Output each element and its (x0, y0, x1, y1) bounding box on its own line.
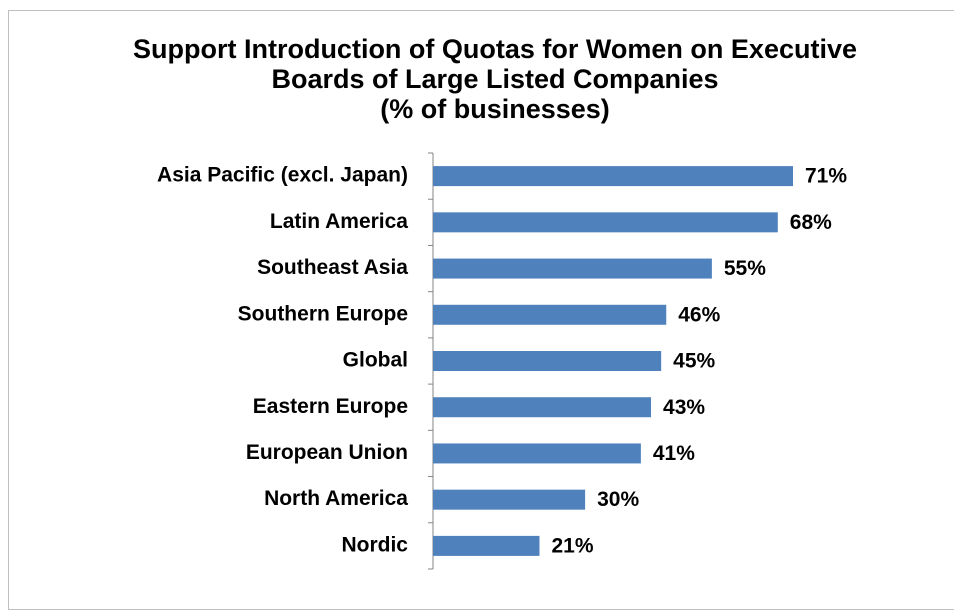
value-label: 71% (805, 165, 847, 188)
bar (433, 258, 712, 279)
bar (433, 212, 778, 233)
chart-title: Support Introduction of Quotas for Women… (132, 34, 857, 94)
category-label: Global (343, 349, 408, 372)
value-label: 43% (663, 396, 705, 419)
category-label: Nordic (341, 533, 408, 556)
bar (433, 166, 793, 187)
bar (433, 535, 540, 556)
bar (433, 443, 641, 464)
chart: Asia Pacific (excl. Japan) 71% Latin Ameri… (157, 152, 847, 570)
category-label: European Union (246, 441, 408, 464)
chart-subtitle: (% of businesses) (380, 94, 610, 124)
category-label: Eastern Europe (253, 395, 408, 418)
value-label: 46% (678, 303, 720, 326)
category-label: Southeast Asia (257, 256, 408, 279)
value-label: 68% (790, 211, 832, 234)
category-label: Latin America (270, 210, 408, 233)
chart-page: Support Introduction of Quotas for Women… (8, 10, 954, 610)
bar (433, 397, 652, 418)
bar (433, 351, 662, 371)
value-label: 55% (724, 257, 766, 280)
category-label: North America (264, 487, 408, 510)
category-label: Asia Pacific (excl. Japan) (157, 164, 408, 187)
title-block: Support Introduction of Quotas for Women… (60, 34, 930, 124)
value-label: 30% (597, 488, 639, 511)
category-label: Southern Europe (238, 302, 408, 325)
bar (433, 489, 586, 510)
value-label: 45% (673, 350, 715, 373)
value-label: 41% (653, 442, 695, 465)
value-label: 21% (551, 534, 593, 557)
bar (433, 304, 667, 325)
